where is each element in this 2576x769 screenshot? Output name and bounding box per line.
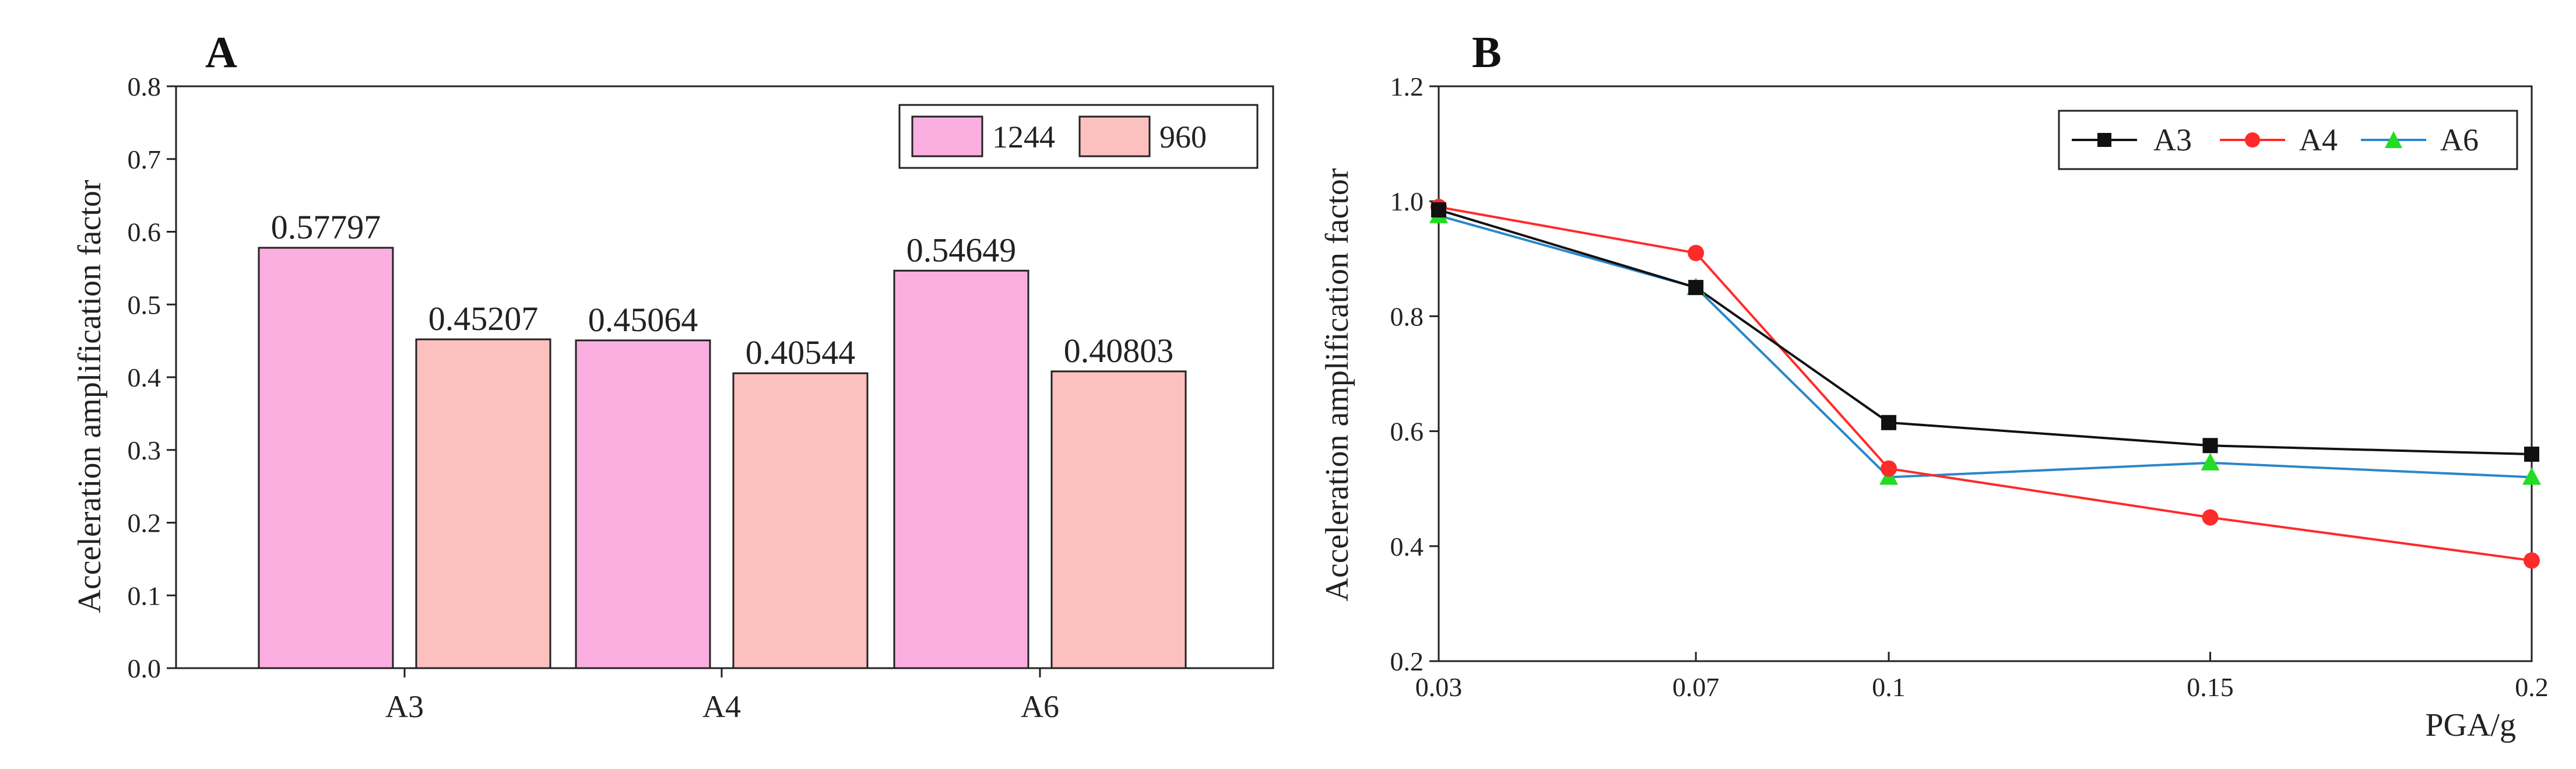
chart-b-xtick-label: 0.07	[1672, 672, 1720, 702]
chart-b-series	[1429, 199, 2541, 569]
chart-a-y-axis: 0.0 0.1 0.2 0.3 0.4 0.5 0.6 0.7 0.8	[128, 72, 176, 683]
point-a4-0.15	[2202, 509, 2219, 526]
point-a3-0.15	[2202, 438, 2218, 454]
bar-value-label: 0.45207	[428, 300, 539, 338]
bar-value-label: 0.57797	[271, 208, 381, 246]
chart-a-category-label: A4	[702, 689, 741, 724]
chart-b-ytick-label: 0.8	[1390, 301, 1424, 331]
chart-a-category-label: A6	[1021, 689, 1059, 724]
chart-b-xtick-label: 0.2	[2515, 672, 2549, 702]
chart-b-xtick-label: 0.03	[1415, 672, 1463, 702]
point-a3-0.07	[1688, 280, 1704, 296]
panel-b-label: B	[1472, 28, 1502, 77]
chart-b-ytick-label: 0.4	[1390, 532, 1424, 561]
legend-label-a6: A6	[2440, 122, 2479, 157]
point-a3-0.2	[2524, 447, 2539, 462]
point-a4-0.07	[1688, 244, 1705, 261]
bar-960-a3	[415, 338, 551, 669]
chart-b-xlabel: PGA/g	[2425, 707, 2516, 743]
bar-1244-a4	[575, 339, 711, 669]
chart-b-ytick-label: 0.2	[1390, 647, 1424, 676]
chart-b: B Acceleration amplification factor 0.20…	[1319, 28, 2549, 743]
chart-b-plot-frame	[1438, 85, 2533, 662]
chart-a-category-label: A3	[385, 689, 424, 724]
legend-label-1244: 1244	[992, 120, 1055, 154]
bar-960-a6	[1050, 370, 1187, 669]
bar-value-label: 0.40803	[1064, 332, 1174, 370]
chart-b-y-axis: 0.2 0.4 0.6 0.8 1.0 1.2	[1390, 72, 1439, 676]
bar-value-label: 0.45064	[588, 301, 698, 339]
bar-value-label: 0.40544	[746, 333, 856, 371]
point-a4-0.1	[1881, 460, 1897, 477]
chart-a-ytick-label: 0.2	[128, 508, 161, 538]
legend-label-a4: A4	[2299, 122, 2338, 157]
chart-a: A Acceleration amplification factor 0.00…	[72, 28, 1274, 724]
chart-b-x-axis: 0.03 0.07 0.1 0.15 0.2	[1415, 652, 2549, 702]
point-a6-0.2	[2522, 467, 2541, 485]
chart-b-xtick-label: 0.1	[1872, 672, 1906, 702]
point-a3-0.03	[1431, 202, 1446, 217]
legend-marker-a4	[2245, 132, 2260, 148]
chart-a-ytick-label: 0.8	[128, 72, 161, 101]
bar-1244-a6	[893, 269, 1029, 669]
chart-a-ytick-label: 0.3	[128, 436, 161, 465]
panel-a-label: A	[205, 28, 237, 77]
chart-b-ylabel: Acceleration amplification factor	[1319, 168, 1355, 602]
chart-a-ytick-label: 0.4	[128, 363, 161, 392]
chart-a-ytick-label: 0.6	[128, 217, 161, 247]
bar-1244-a3	[258, 247, 394, 669]
chart-b-ytick-label: 1.2	[1390, 72, 1424, 101]
line-a3	[1438, 209, 2532, 456]
chart-a-x-axis: A3 A4 A6	[385, 668, 1059, 724]
chart-a-ytick-label: 0.0	[128, 654, 161, 683]
chart-a-bars: 0.57797 0.45207 0.45064 0.40544 0.54649 0.408…	[258, 208, 1187, 669]
chart-a-legend: 1244 960	[898, 104, 1259, 169]
legend-label-960: 960	[1159, 120, 1207, 154]
chart-a-ytick-label: 0.5	[128, 290, 161, 319]
chart-b-xtick-label: 0.15	[2187, 672, 2234, 702]
legend-swatch-1244	[911, 115, 983, 157]
chart-b-ytick-label: 1.0	[1390, 187, 1424, 216]
legend-marker-a3	[2097, 133, 2111, 147]
chart-a-ytick-label: 0.7	[128, 145, 161, 174]
legend-label-a3: A3	[2153, 122, 2192, 157]
point-a4-0.2	[2524, 552, 2540, 569]
chart-b-ytick-label: 0.6	[1390, 417, 1424, 447]
legend-marker-a6	[2385, 131, 2402, 148]
bar-960-a4	[732, 372, 869, 669]
chart-b-legend: A3 A4 A6	[2058, 110, 2518, 170]
line-a6	[1438, 214, 2532, 479]
bar-value-label: 0.54649	[906, 231, 1017, 269]
legend-swatch-960	[1078, 115, 1151, 157]
point-a3-0.1	[1881, 415, 1897, 430]
chart-a-ytick-label: 0.1	[128, 581, 161, 610]
chart-a-ylabel: Acceleration amplification factor	[72, 180, 108, 613]
point-a6-0.15	[2201, 452, 2220, 470]
